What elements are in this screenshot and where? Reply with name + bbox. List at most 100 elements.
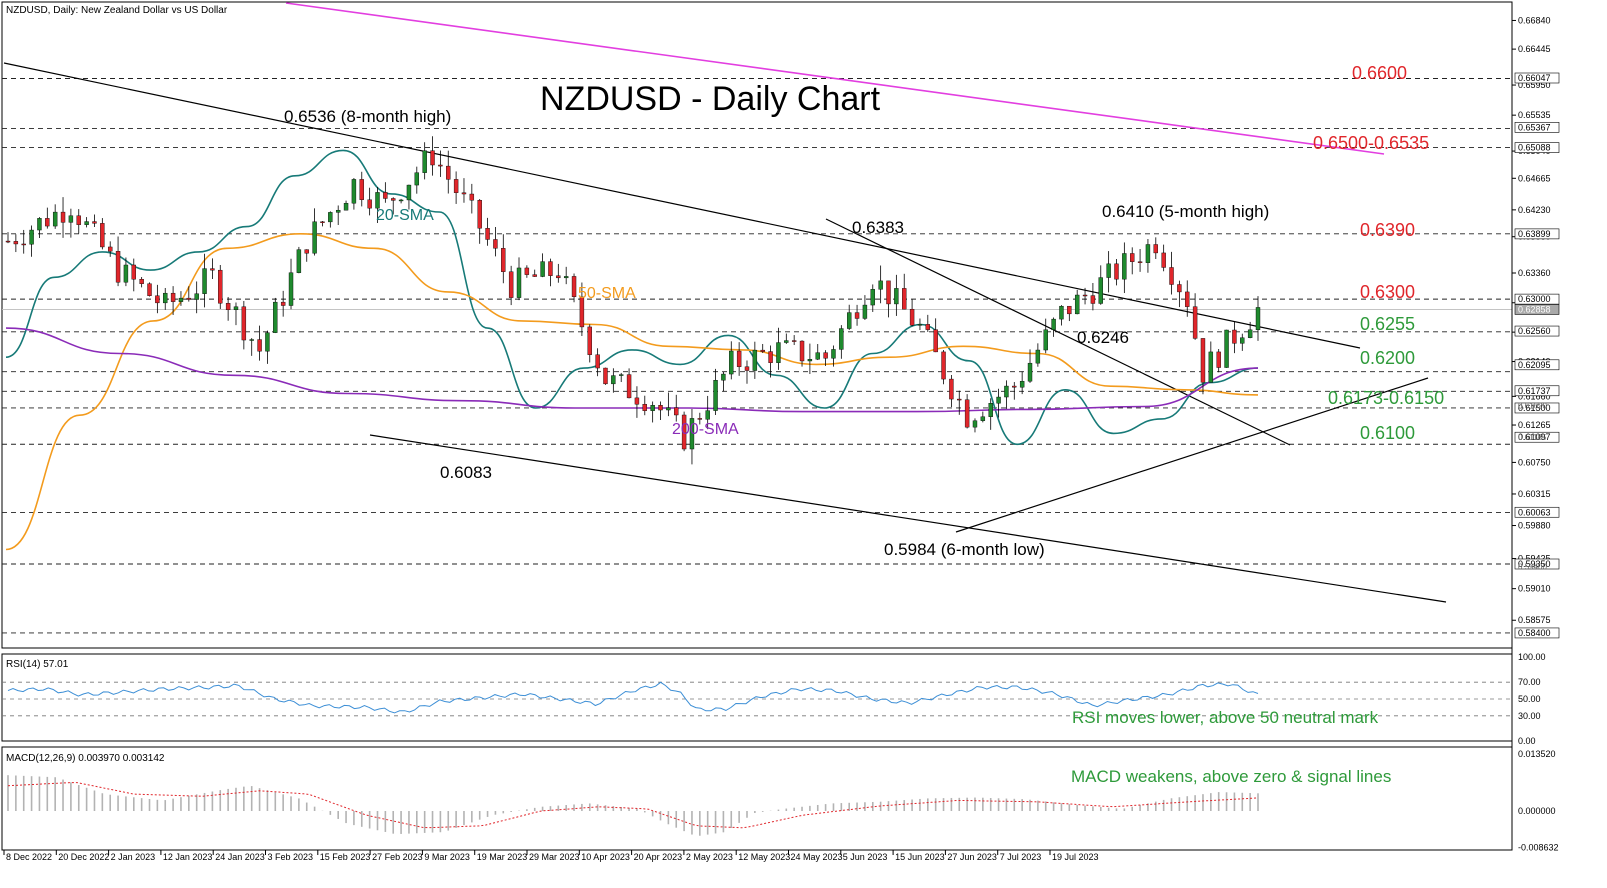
date-label: 20 Dec 2022 xyxy=(58,852,109,862)
line-200-sma xyxy=(5,327,1259,413)
candle-body xyxy=(878,280,883,290)
candle-body xyxy=(194,293,199,300)
candle-body xyxy=(1090,295,1096,304)
candle-body xyxy=(524,267,530,275)
annotation-0.6083: 0.6083 xyxy=(440,463,492,482)
candle-body xyxy=(556,275,561,279)
price-tick-label: 0.61265 xyxy=(1518,420,1551,430)
date-label: 2 May 2023 xyxy=(686,852,733,862)
price-box xyxy=(1514,558,1560,570)
candle-body xyxy=(45,218,50,227)
price-box xyxy=(1514,627,1560,639)
rsi-tick-label: 70.00 xyxy=(1518,677,1541,687)
candle-body xyxy=(1004,385,1009,398)
rsi-indicator: 100.00 70.00 50.00 30.00 0.00 xyxy=(2,652,1546,746)
candle-body xyxy=(933,329,938,353)
candle-body xyxy=(768,351,773,363)
candle-body xyxy=(902,288,907,310)
level-label-0.6173-0.6150: 0.6173-0.6150 xyxy=(1328,388,1444,408)
candle-body xyxy=(320,221,325,223)
date-label: 19 Jul 2023 xyxy=(1052,852,1099,862)
candle-body xyxy=(508,271,514,298)
candle-body xyxy=(563,276,569,279)
candle-body xyxy=(862,304,868,319)
candle-body xyxy=(225,303,231,311)
price-tick-label: 0.58575 xyxy=(1518,615,1551,625)
price-box xyxy=(1514,228,1560,240)
candle-body xyxy=(155,295,160,304)
price-box xyxy=(1514,304,1560,315)
candle-body xyxy=(548,261,553,276)
candle-body xyxy=(705,410,710,420)
price-box-label: 0.59350 xyxy=(1518,559,1551,569)
macd-tick-label: 0.013520 xyxy=(1518,749,1556,759)
price-box-label: 0.62858 xyxy=(1518,304,1551,314)
date-label: 8 Dec 2022 xyxy=(6,852,52,862)
candle-body xyxy=(485,228,490,240)
price-tick-label: 0.60750 xyxy=(1518,457,1551,467)
annotation-8-month-high: 0.6536 (8-month high) xyxy=(284,107,451,126)
candle-body xyxy=(1122,253,1127,280)
candle-body xyxy=(697,418,703,420)
candle-body xyxy=(84,221,89,225)
sma20-label: 20-SMA xyxy=(376,207,434,224)
date-label: 15 Feb 2023 xyxy=(320,852,371,862)
candle-body xyxy=(516,267,522,298)
candle-body xyxy=(886,280,891,305)
candle-body xyxy=(469,193,475,201)
price-box xyxy=(1514,142,1560,153)
candle-body xyxy=(5,240,11,243)
candle-body xyxy=(461,192,467,195)
price-box-label: 0.63899 xyxy=(1518,229,1551,239)
price-box-label: 0.61500 xyxy=(1518,403,1551,413)
price-box-label: 0.61737 xyxy=(1518,386,1551,396)
candle-body xyxy=(391,198,396,201)
date-label: 2 Jan 2023 xyxy=(111,852,156,862)
candle-body xyxy=(1161,252,1166,268)
candle-body xyxy=(29,229,34,245)
instrument-label: NZDUSD, Daily: New Zealand Dollar vs US … xyxy=(6,5,228,16)
candle-body xyxy=(996,396,1001,404)
candle-body xyxy=(501,248,506,272)
candle-body xyxy=(909,308,915,326)
candle-body xyxy=(1059,305,1064,320)
candle-body xyxy=(949,378,954,400)
candle-body xyxy=(681,414,687,450)
candle-body xyxy=(163,292,168,304)
candle-body xyxy=(367,199,372,209)
price-box xyxy=(1514,402,1560,414)
candle-body xyxy=(304,249,309,254)
upper-channel-line xyxy=(3,62,1361,349)
candle-body xyxy=(611,375,616,385)
candle-body xyxy=(854,312,860,319)
candle-body xyxy=(1027,362,1033,382)
candle-body xyxy=(178,297,184,302)
trendlines xyxy=(3,2,1447,603)
candle-body xyxy=(1114,263,1119,280)
candle-body xyxy=(784,340,789,343)
candle-body xyxy=(689,418,695,450)
candle-body xyxy=(1240,337,1245,344)
date-label: 24 May 2023 xyxy=(791,852,843,862)
price-box xyxy=(1514,385,1560,397)
candle-body xyxy=(186,297,192,300)
candle-body xyxy=(115,251,121,283)
annotation-0.6246: 0.6246 xyxy=(1077,328,1129,347)
candle-body xyxy=(831,349,836,359)
macd-indicator: 0.013520 0.000000 -0.008632 xyxy=(7,749,1559,852)
candle-body xyxy=(579,296,585,328)
candle-body xyxy=(674,407,679,416)
candle-body xyxy=(414,172,420,186)
macd-label: MACD(12,26,9) 0.003970 0.003142 xyxy=(6,753,165,764)
rsi-tick-label: 100.00 xyxy=(1518,652,1546,662)
price-tick-label: 0.66840 xyxy=(1518,15,1551,25)
candle-body xyxy=(736,350,742,367)
candle-body xyxy=(147,283,152,296)
moving-averages xyxy=(5,149,1259,551)
candle-body xyxy=(1153,244,1158,254)
price-tick-label: 0.59010 xyxy=(1518,584,1551,594)
candle-body xyxy=(823,352,828,359)
price-tick-label: 0.59425 xyxy=(1518,554,1551,564)
candle-body xyxy=(37,218,42,231)
candle-body xyxy=(941,351,946,380)
